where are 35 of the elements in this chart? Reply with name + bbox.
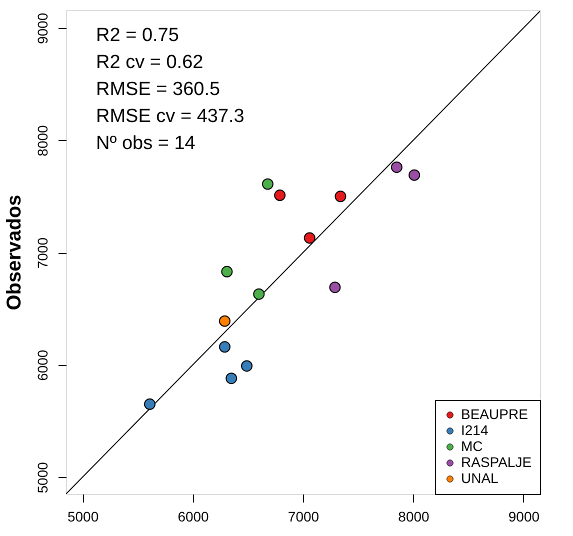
- legend-label: I214: [461, 422, 488, 438]
- point: [390, 161, 402, 173]
- annotation: Nº obs = 14: [96, 133, 196, 154]
- point: [274, 190, 286, 202]
- y-tick-label: 6000: [34, 350, 50, 381]
- point: [144, 398, 156, 410]
- y-axis-title: Observados: [4, 194, 26, 310]
- x-tick-label: 5000: [67, 508, 99, 524]
- point: [218, 315, 230, 327]
- y-tick-label: 8000: [34, 124, 50, 156]
- point: [408, 169, 420, 181]
- x-tick-label: 8000: [398, 508, 430, 524]
- point: [253, 288, 265, 300]
- y-tick-label: 7000: [34, 237, 50, 269]
- point: [304, 232, 316, 244]
- legend-label: RASPALJE: [461, 454, 532, 470]
- annotation: RMSE = 360.5: [96, 79, 220, 100]
- point: [218, 341, 230, 353]
- legend-label: BEAUPRE: [461, 406, 528, 422]
- annotation: R2 = 0.75: [96, 25, 179, 46]
- point: [221, 266, 233, 278]
- legend-label: MC: [461, 438, 483, 454]
- point: [334, 190, 346, 202]
- annotation: R2 cv = 0.62: [96, 52, 204, 73]
- x-tick-label: 6000: [178, 508, 210, 524]
- annotation: RMSE cv = 437.3: [96, 106, 244, 127]
- x-tick-label: 7000: [288, 508, 320, 524]
- legend-label: UNAL: [461, 470, 499, 486]
- point: [262, 178, 274, 190]
- x-tick-label: 9000: [508, 508, 540, 524]
- point: [241, 360, 253, 372]
- y-tick-label: 5000: [34, 462, 50, 494]
- point: [329, 282, 341, 294]
- point: [226, 372, 238, 384]
- y-tick-label: 9000: [34, 12, 50, 44]
